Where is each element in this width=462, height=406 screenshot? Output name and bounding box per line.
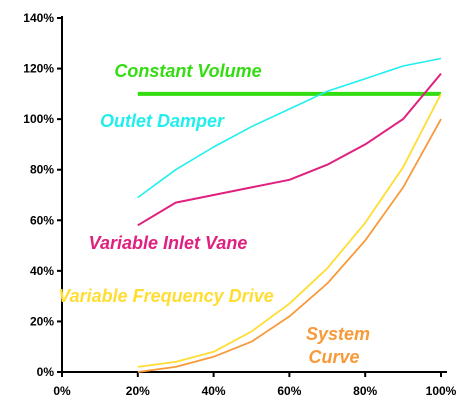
series-label-outlet-damper: Outlet Damper: [100, 111, 225, 131]
x-tick-label: 60%: [277, 384, 301, 398]
series-line-system-curve: [137, 118, 442, 373]
y-tick-label: 100%: [23, 112, 54, 126]
series-line-variable-inlet-vane: [137, 72, 442, 227]
series-label-curve: Curve: [308, 347, 359, 367]
y-tick-label: 140%: [23, 11, 54, 25]
y-tick-label: 20%: [30, 314, 54, 328]
x-tick-label: 40%: [202, 384, 226, 398]
series-line-outlet-damper: [137, 57, 442, 199]
x-tick-label: 80%: [353, 384, 377, 398]
series-label-variable-frequency-drive: Variable Frequency Drive: [58, 286, 273, 306]
axes: 0% 20% 40% 60% 80% 100% 120% 140% 0% 20% 40% 60% 80%…: [23, 11, 456, 398]
series-label-variable-inlet-vane: Variable Inlet Vane: [89, 233, 248, 253]
y-tick-label: 120%: [23, 62, 54, 76]
series-label-system: System: [306, 324, 370, 344]
series-label-constant-volume: Constant Volume: [114, 61, 261, 81]
y-tick-label: 80%: [30, 163, 54, 177]
x-tick-label: 20%: [126, 384, 150, 398]
y-tick-label: 60%: [30, 213, 54, 227]
series-lines: [137, 57, 442, 373]
series-labels: Constant Volume Outlet Damper Variable Inl…: [58, 61, 370, 367]
x-tick-label: 100%: [426, 384, 457, 398]
series-line-variable-frequency-drive: [137, 93, 442, 368]
y-tick-label: 40%: [30, 264, 54, 278]
x-tick-label: 0%: [53, 384, 71, 398]
y-tick-label: 0%: [37, 365, 55, 379]
